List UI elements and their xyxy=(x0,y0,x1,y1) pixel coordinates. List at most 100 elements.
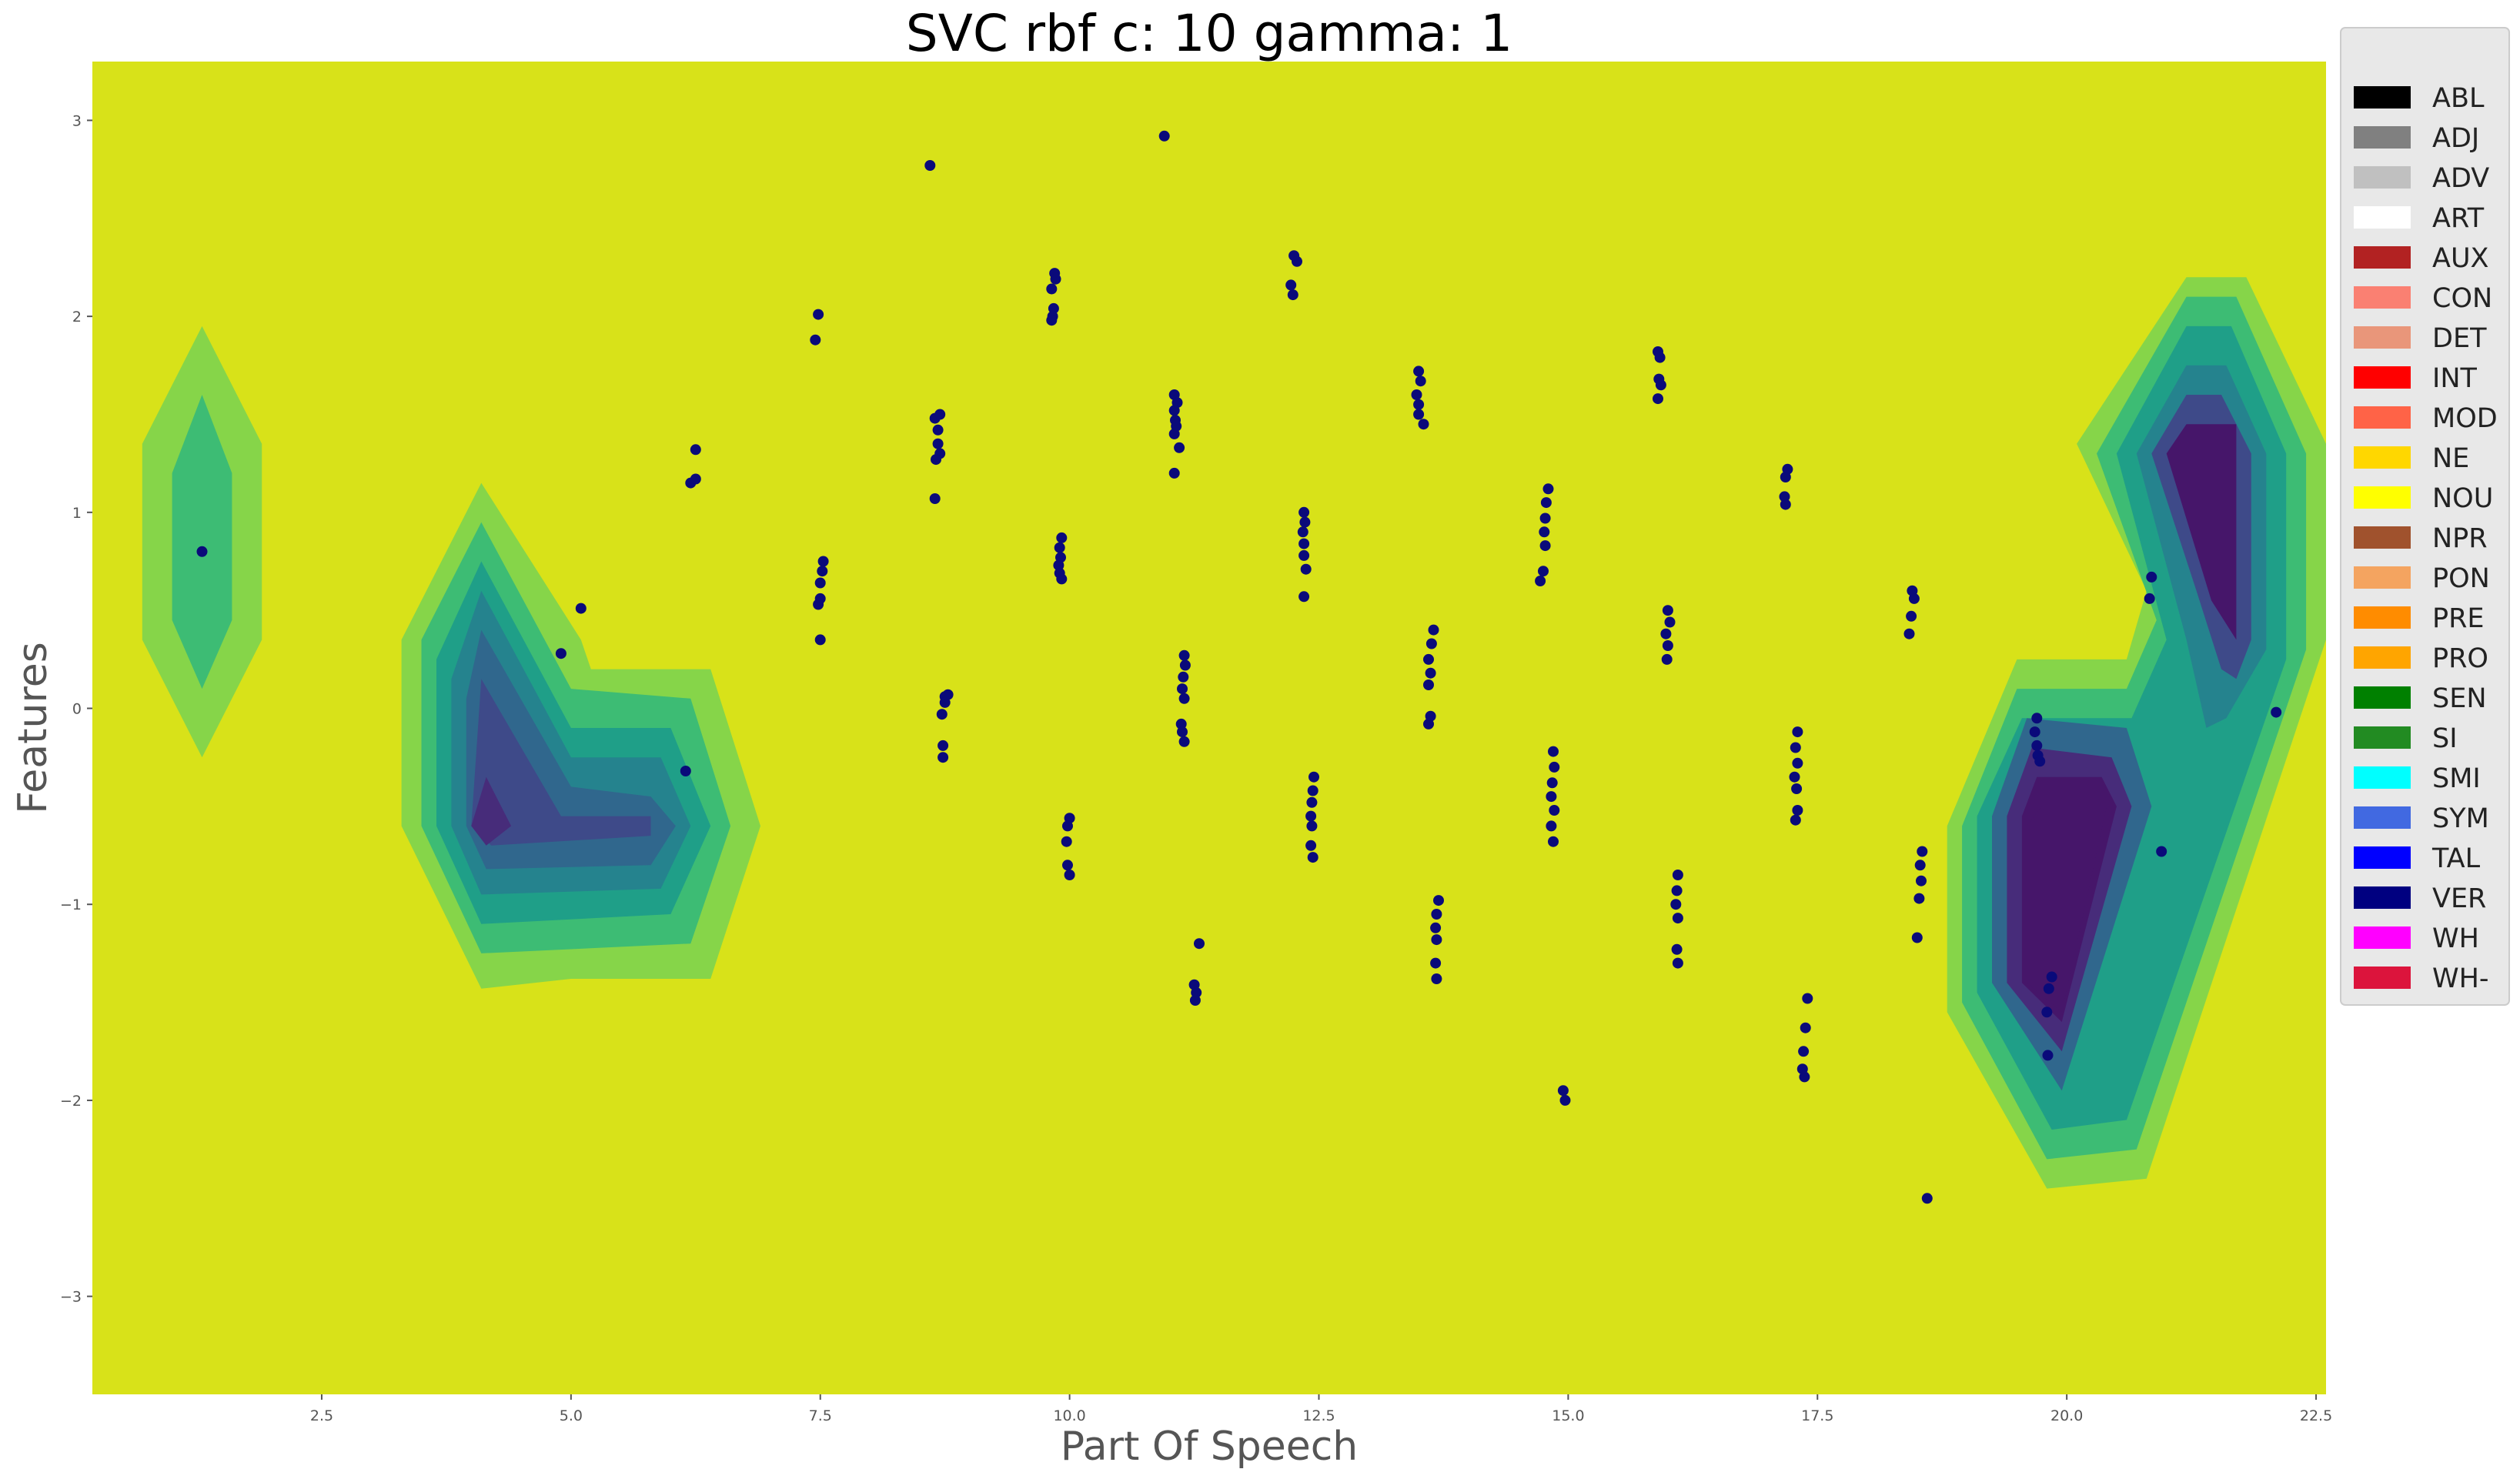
legend-swatch-wh- xyxy=(2354,967,2411,989)
data-point xyxy=(1549,761,1560,773)
legend-swatch-wh xyxy=(2354,926,2411,949)
data-point xyxy=(1779,491,1790,502)
data-point xyxy=(1168,405,1180,416)
data-point xyxy=(1431,909,1442,920)
data-point xyxy=(1542,483,1554,495)
data-point xyxy=(1802,993,1813,1004)
data-point xyxy=(1540,497,1552,509)
data-point xyxy=(1061,836,1072,847)
data-point xyxy=(937,752,949,763)
legend-label: TAL xyxy=(2431,843,2481,874)
data-point xyxy=(817,556,829,567)
legend-label: VER xyxy=(2432,883,2486,914)
data-point xyxy=(1189,995,1201,1006)
x-axis-label: Part Of Speech xyxy=(1061,1424,1359,1470)
legend-swatch-aux xyxy=(2354,246,2411,269)
data-point xyxy=(1790,742,1801,753)
data-point xyxy=(1792,726,1803,738)
data-point xyxy=(1548,746,1559,757)
legend-label: NPR xyxy=(2432,523,2488,554)
data-point xyxy=(1908,593,1920,604)
data-point xyxy=(1064,870,1075,880)
data-point xyxy=(1062,820,1073,832)
data-point xyxy=(932,438,944,449)
data-point xyxy=(1914,860,1926,871)
data-point xyxy=(1307,852,1318,863)
data-point xyxy=(1428,624,1439,636)
data-point xyxy=(2043,983,2054,994)
legend-label: SI xyxy=(2432,723,2458,754)
legend-label: WH xyxy=(2432,923,2479,954)
y-tick-label: −3 xyxy=(60,1289,82,1306)
data-point xyxy=(1175,718,1187,729)
data-point xyxy=(1177,726,1188,738)
scatter-points xyxy=(196,130,2282,1204)
legend: ABL ADJ ADV ART AUX CON DET INT MOD NE NOU NPR PON PR… xyxy=(2340,27,2510,1006)
data-point xyxy=(2156,846,2167,857)
x-tick-label: 2.5 xyxy=(310,1407,333,1424)
x-tick-label: 22.5 xyxy=(2300,1407,2332,1424)
contour-region-0-level-1 xyxy=(172,395,232,689)
data-point xyxy=(1046,283,1058,295)
data-point xyxy=(2034,756,2046,767)
data-point xyxy=(1557,1085,1569,1097)
y-tick-label: 2 xyxy=(72,309,82,326)
legend-swatch-pon xyxy=(2354,566,2411,589)
legend-swatch-det xyxy=(2354,326,2411,349)
data-point xyxy=(1056,532,1068,543)
data-point xyxy=(1307,785,1318,796)
data-point xyxy=(1549,805,1560,816)
data-point xyxy=(1050,273,1061,285)
data-point xyxy=(1546,791,1557,803)
data-point xyxy=(2146,571,2157,583)
legend-label: SMI xyxy=(2432,763,2481,794)
data-point xyxy=(1903,628,1915,639)
legend-swatch-adv xyxy=(2354,166,2411,189)
data-point xyxy=(1800,1022,1811,1033)
data-point xyxy=(1298,506,1310,518)
legend-swatch-sen xyxy=(2354,686,2411,709)
data-point xyxy=(1538,566,1549,577)
data-point xyxy=(1433,895,1444,906)
legend-swatch-pre xyxy=(2354,606,2411,629)
x-tick-label: 10.0 xyxy=(1053,1407,1085,1424)
data-point xyxy=(1798,1046,1810,1057)
contour-region-1-level-6 xyxy=(471,776,512,846)
data-point xyxy=(1306,820,1318,832)
data-point xyxy=(1662,640,1673,651)
data-point xyxy=(1660,628,1672,639)
data-point xyxy=(942,689,954,700)
data-point xyxy=(1178,693,1190,704)
y-tick-label: −2 xyxy=(60,1093,82,1110)
legend-label: PRO xyxy=(2432,643,2488,674)
data-point xyxy=(1431,973,1442,984)
contour-region-2-level-9 xyxy=(2176,433,2231,611)
legend-label: NE xyxy=(2432,443,2469,474)
data-point xyxy=(931,454,941,466)
data-point xyxy=(1178,736,1190,747)
legend-swatch-ver xyxy=(2354,886,2411,909)
data-point xyxy=(1048,302,1059,314)
data-point xyxy=(690,444,701,456)
x-tick-label: 12.5 xyxy=(1302,1407,1335,1424)
data-point xyxy=(1292,255,1302,267)
data-point xyxy=(2041,1007,2053,1018)
legend-swatch-tal xyxy=(2354,846,2411,869)
legend-label: SYM xyxy=(2432,803,2489,834)
legend-swatch-smi xyxy=(2354,766,2411,789)
data-point xyxy=(1539,540,1551,552)
legend-label: ADV xyxy=(2432,163,2489,194)
data-point xyxy=(1535,576,1546,586)
data-point xyxy=(924,160,936,171)
legend-label: ADJ xyxy=(2432,123,2479,154)
data-point xyxy=(1671,885,1683,896)
data-point xyxy=(1053,559,1064,571)
x-tick-label: 7.5 xyxy=(809,1407,832,1424)
data-point xyxy=(1548,836,1559,847)
data-point xyxy=(1300,563,1312,575)
data-point xyxy=(1306,796,1318,808)
data-point xyxy=(1177,683,1188,695)
legend-label: CON xyxy=(2432,283,2492,314)
data-point xyxy=(1539,526,1550,538)
data-point xyxy=(1431,934,1442,946)
